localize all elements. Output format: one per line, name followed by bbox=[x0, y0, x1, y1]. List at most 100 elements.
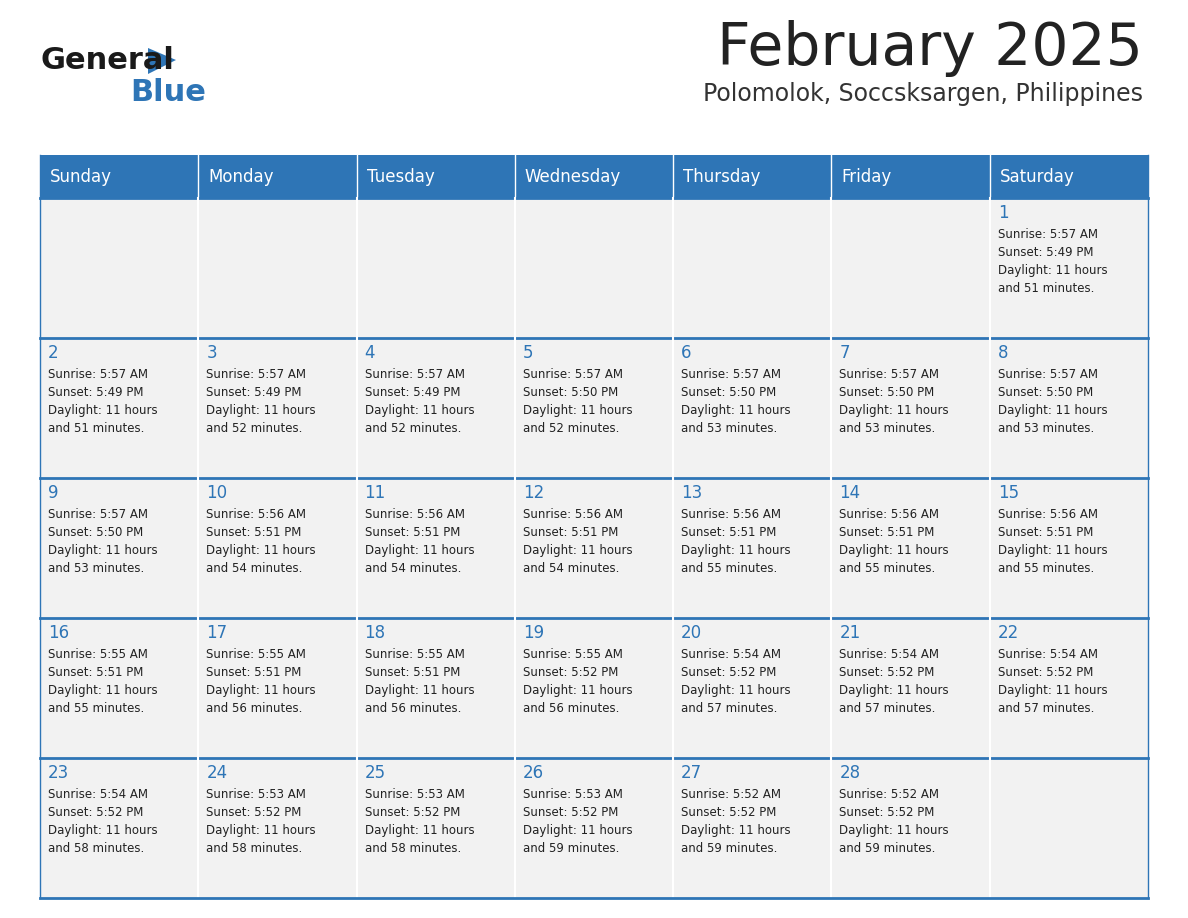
Text: Daylight: 11 hours: Daylight: 11 hours bbox=[681, 404, 791, 417]
Text: Daylight: 11 hours: Daylight: 11 hours bbox=[48, 684, 158, 697]
Bar bbox=[514, 758, 674, 898]
Text: Sunset: 5:50 PM: Sunset: 5:50 PM bbox=[48, 526, 144, 539]
Text: Sunset: 5:52 PM: Sunset: 5:52 PM bbox=[681, 666, 777, 679]
Text: Sunrise: 5:55 AM: Sunrise: 5:55 AM bbox=[207, 648, 307, 661]
Bar bbox=[40, 478, 198, 618]
Text: 25: 25 bbox=[365, 764, 386, 782]
Text: and 58 minutes.: and 58 minutes. bbox=[48, 842, 144, 855]
Text: and 57 minutes.: and 57 minutes. bbox=[998, 702, 1094, 715]
Text: 2: 2 bbox=[48, 344, 58, 362]
Bar bbox=[40, 198, 198, 338]
Text: Sunrise: 5:52 AM: Sunrise: 5:52 AM bbox=[840, 788, 940, 801]
Text: Sunrise: 5:52 AM: Sunrise: 5:52 AM bbox=[681, 788, 782, 801]
Text: Sunset: 5:51 PM: Sunset: 5:51 PM bbox=[365, 666, 460, 679]
Text: and 53 minutes.: and 53 minutes. bbox=[681, 422, 777, 435]
Text: Sunrise: 5:55 AM: Sunrise: 5:55 AM bbox=[523, 648, 623, 661]
Text: and 54 minutes.: and 54 minutes. bbox=[207, 562, 303, 575]
Text: Sunset: 5:49 PM: Sunset: 5:49 PM bbox=[365, 386, 460, 399]
Text: and 58 minutes.: and 58 minutes. bbox=[365, 842, 461, 855]
Text: 12: 12 bbox=[523, 484, 544, 502]
Bar bbox=[674, 338, 832, 478]
Text: and 53 minutes.: and 53 minutes. bbox=[840, 422, 936, 435]
Bar bbox=[40, 155, 198, 198]
Text: 20: 20 bbox=[681, 624, 702, 642]
Text: Friday: Friday bbox=[841, 167, 892, 185]
Text: 22: 22 bbox=[998, 624, 1019, 642]
Text: Daylight: 11 hours: Daylight: 11 hours bbox=[523, 544, 632, 557]
Text: Tuesday: Tuesday bbox=[367, 167, 435, 185]
Text: Sunrise: 5:53 AM: Sunrise: 5:53 AM bbox=[207, 788, 307, 801]
Bar bbox=[990, 338, 1148, 478]
Text: Sunset: 5:52 PM: Sunset: 5:52 PM bbox=[523, 666, 618, 679]
Text: and 54 minutes.: and 54 minutes. bbox=[523, 562, 619, 575]
Text: Sunrise: 5:56 AM: Sunrise: 5:56 AM bbox=[207, 508, 307, 521]
Text: 23: 23 bbox=[48, 764, 69, 782]
Text: Sunset: 5:51 PM: Sunset: 5:51 PM bbox=[998, 526, 1093, 539]
Bar bbox=[832, 338, 990, 478]
Text: 16: 16 bbox=[48, 624, 69, 642]
Text: 13: 13 bbox=[681, 484, 702, 502]
Text: Daylight: 11 hours: Daylight: 11 hours bbox=[681, 824, 791, 837]
Text: Sunrise: 5:54 AM: Sunrise: 5:54 AM bbox=[681, 648, 782, 661]
Bar bbox=[40, 758, 198, 898]
Text: Sunrise: 5:57 AM: Sunrise: 5:57 AM bbox=[365, 368, 465, 381]
Text: Daylight: 11 hours: Daylight: 11 hours bbox=[365, 404, 474, 417]
Text: Daylight: 11 hours: Daylight: 11 hours bbox=[840, 404, 949, 417]
Text: and 52 minutes.: and 52 minutes. bbox=[207, 422, 303, 435]
Text: 26: 26 bbox=[523, 764, 544, 782]
Bar bbox=[40, 338, 198, 478]
Text: Sunset: 5:50 PM: Sunset: 5:50 PM bbox=[998, 386, 1093, 399]
Bar bbox=[198, 338, 356, 478]
Text: Sunday: Sunday bbox=[50, 167, 112, 185]
Bar bbox=[198, 198, 356, 338]
Text: Daylight: 11 hours: Daylight: 11 hours bbox=[48, 824, 158, 837]
Bar bbox=[40, 618, 198, 758]
Polygon shape bbox=[148, 48, 176, 74]
Text: Wednesday: Wednesday bbox=[525, 167, 621, 185]
Bar bbox=[356, 155, 514, 198]
Text: and 56 minutes.: and 56 minutes. bbox=[365, 702, 461, 715]
Text: Sunset: 5:50 PM: Sunset: 5:50 PM bbox=[840, 386, 935, 399]
Text: Sunrise: 5:54 AM: Sunrise: 5:54 AM bbox=[998, 648, 1098, 661]
Text: and 55 minutes.: and 55 minutes. bbox=[681, 562, 777, 575]
Text: 8: 8 bbox=[998, 344, 1009, 362]
Bar bbox=[832, 618, 990, 758]
Text: Daylight: 11 hours: Daylight: 11 hours bbox=[365, 824, 474, 837]
Bar bbox=[990, 478, 1148, 618]
Text: and 58 minutes.: and 58 minutes. bbox=[207, 842, 303, 855]
Text: Sunset: 5:51 PM: Sunset: 5:51 PM bbox=[523, 526, 618, 539]
Text: 21: 21 bbox=[840, 624, 860, 642]
Text: and 57 minutes.: and 57 minutes. bbox=[840, 702, 936, 715]
Text: Daylight: 11 hours: Daylight: 11 hours bbox=[840, 544, 949, 557]
Text: 3: 3 bbox=[207, 344, 217, 362]
Text: Sunset: 5:51 PM: Sunset: 5:51 PM bbox=[365, 526, 460, 539]
Text: February 2025: February 2025 bbox=[718, 20, 1143, 77]
Bar bbox=[514, 198, 674, 338]
Text: Sunset: 5:52 PM: Sunset: 5:52 PM bbox=[207, 806, 302, 819]
Bar bbox=[198, 618, 356, 758]
Text: Sunset: 5:49 PM: Sunset: 5:49 PM bbox=[48, 386, 144, 399]
Text: Sunset: 5:50 PM: Sunset: 5:50 PM bbox=[523, 386, 618, 399]
Text: Sunrise: 5:57 AM: Sunrise: 5:57 AM bbox=[207, 368, 307, 381]
Text: Daylight: 11 hours: Daylight: 11 hours bbox=[998, 544, 1107, 557]
Text: Sunset: 5:52 PM: Sunset: 5:52 PM bbox=[48, 806, 144, 819]
Bar bbox=[198, 478, 356, 618]
Text: Daylight: 11 hours: Daylight: 11 hours bbox=[365, 544, 474, 557]
Bar bbox=[990, 155, 1148, 198]
Text: Sunrise: 5:56 AM: Sunrise: 5:56 AM bbox=[523, 508, 623, 521]
Bar bbox=[514, 155, 674, 198]
Text: 6: 6 bbox=[681, 344, 691, 362]
Text: and 55 minutes.: and 55 minutes. bbox=[48, 702, 144, 715]
Text: Monday: Monday bbox=[208, 167, 273, 185]
Text: Daylight: 11 hours: Daylight: 11 hours bbox=[998, 684, 1107, 697]
Text: Sunrise: 5:57 AM: Sunrise: 5:57 AM bbox=[48, 368, 148, 381]
Text: and 56 minutes.: and 56 minutes. bbox=[207, 702, 303, 715]
Text: 11: 11 bbox=[365, 484, 386, 502]
Bar bbox=[832, 155, 990, 198]
Text: Sunrise: 5:57 AM: Sunrise: 5:57 AM bbox=[998, 228, 1098, 241]
Text: Sunset: 5:52 PM: Sunset: 5:52 PM bbox=[365, 806, 460, 819]
Text: and 52 minutes.: and 52 minutes. bbox=[523, 422, 619, 435]
Text: and 59 minutes.: and 59 minutes. bbox=[523, 842, 619, 855]
Text: and 53 minutes.: and 53 minutes. bbox=[48, 562, 144, 575]
Bar bbox=[990, 618, 1148, 758]
